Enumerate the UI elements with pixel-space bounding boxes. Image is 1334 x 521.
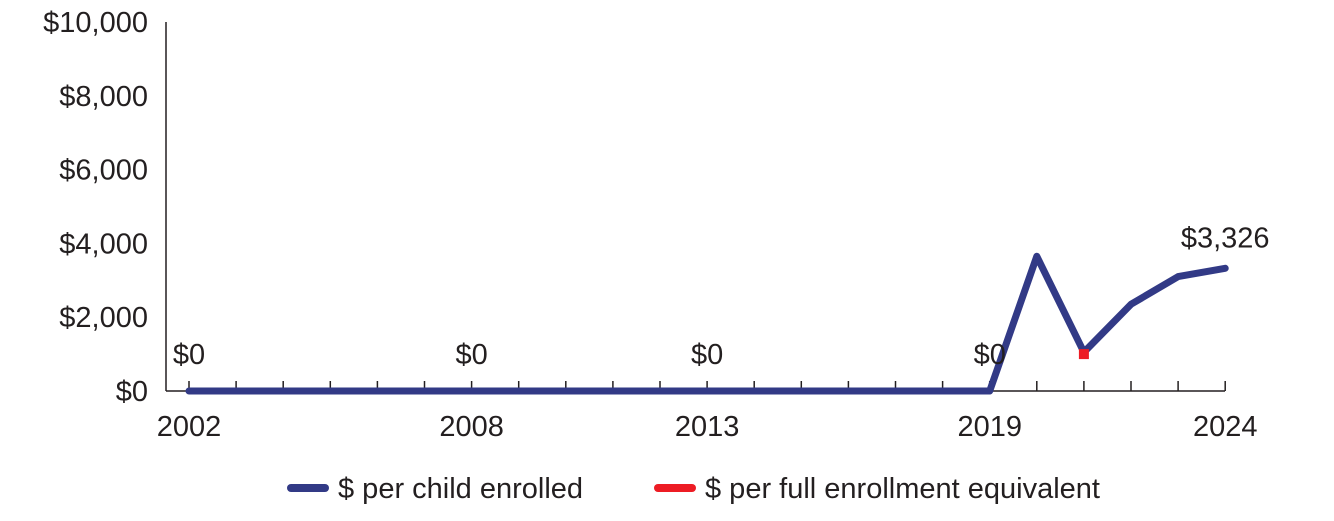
y-tick-label: $2,000 xyxy=(59,302,148,334)
y-tick-label: $10,000 xyxy=(43,7,148,39)
legend-item-per-child-enrolled: $ per child enrolled xyxy=(287,473,583,505)
legend: $ per child enrolled $ per full enrollmen… xyxy=(287,473,1100,505)
x-tick-label: 2002 xyxy=(157,411,222,443)
x-tick-label: 2013 xyxy=(675,411,740,443)
data-label: $0 xyxy=(691,339,723,371)
y-tick-label: $4,000 xyxy=(59,228,148,260)
y-tick-label: $6,000 xyxy=(59,155,148,187)
legend-item-per-full-enrollment-equivalent: $ per full enrollment equivalent xyxy=(654,473,1100,505)
x-tick-label: 2019 xyxy=(957,411,1022,443)
legend-label: $ per child enrolled xyxy=(338,473,583,505)
data-label: $0 xyxy=(455,339,487,371)
series-point-per-full-enrollment-equivalent xyxy=(1078,349,1089,360)
series-layer xyxy=(185,252,1229,395)
data-label: $0 xyxy=(974,339,1006,371)
y-tick-label: $8,000 xyxy=(59,81,148,113)
x-tick-label: 2024 xyxy=(1193,411,1258,443)
data-label: $0 xyxy=(173,339,205,371)
x-tick-label: 2008 xyxy=(439,411,504,443)
series-line-per-child-enrolled xyxy=(185,252,1229,395)
legend-label: $ per full enrollment equivalent xyxy=(705,473,1100,505)
data-label: $3,326 xyxy=(1181,222,1270,254)
y-axis: $0 $2,000 $4,000 $6,000 $8,000 $10,000 xyxy=(43,7,167,408)
data-labels: $0 $0 $0 $0 $3,326 xyxy=(173,222,1270,371)
y-tick-label: $0 xyxy=(116,376,148,408)
